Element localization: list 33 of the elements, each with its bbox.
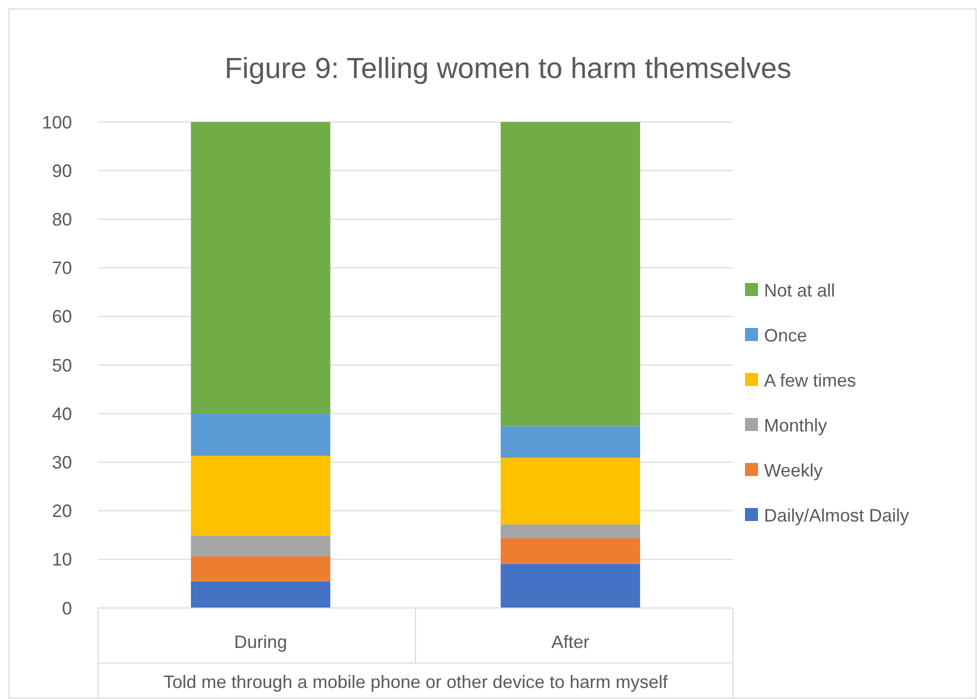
x-tick-label: During xyxy=(234,632,288,652)
bar xyxy=(190,536,330,556)
bar xyxy=(500,458,640,524)
x-axis-title: Told me through a mobile phone or other device to harm myself xyxy=(163,672,669,692)
legend-label: A few times xyxy=(764,370,856,390)
bar xyxy=(190,414,330,456)
y-tick-label: 50 xyxy=(52,355,72,376)
y-tick-label: 30 xyxy=(52,452,72,472)
legend-label: Not at all xyxy=(764,280,836,300)
bar xyxy=(190,122,330,414)
y-tick-label: 20 xyxy=(52,501,72,522)
bar xyxy=(190,456,330,536)
bar xyxy=(190,556,330,582)
bar xyxy=(500,524,640,538)
y-tick-label: 0 xyxy=(62,598,72,618)
y-tick-label: 70 xyxy=(52,258,72,278)
y-tick-label: 40 xyxy=(52,404,72,424)
x-tick-label: After xyxy=(551,632,590,652)
chart-title: Figure 9: Telling women to harm themselves xyxy=(224,53,792,85)
y-tick-label: 10 xyxy=(52,550,72,570)
y-tick-label: 60 xyxy=(52,306,72,327)
legend-label: Daily/Almost Daily xyxy=(764,505,910,526)
bar xyxy=(500,538,640,564)
bar xyxy=(500,564,640,608)
bar xyxy=(500,426,640,458)
y-tick-label: 100 xyxy=(42,112,72,132)
legend-label: Once xyxy=(764,325,808,346)
y-tick-label: 90 xyxy=(52,160,72,181)
bar xyxy=(190,581,330,608)
legend-label: Monthly xyxy=(764,415,828,436)
y-tick-label: 80 xyxy=(52,210,72,230)
legend-label: Weekly xyxy=(764,460,823,480)
bar xyxy=(500,122,640,426)
